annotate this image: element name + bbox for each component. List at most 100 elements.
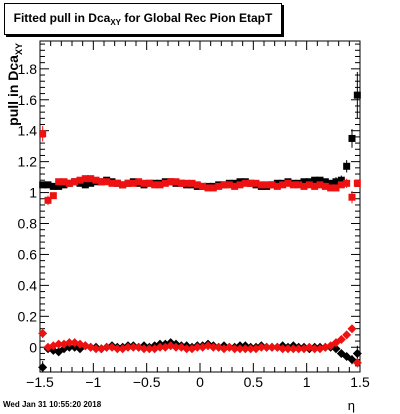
timestamp: Wed Jan 31 10:55:20 2018 (3, 400, 102, 409)
data-point-diamond (192, 342, 202, 352)
data-point-square (316, 181, 324, 189)
data-point-diamond (235, 344, 245, 354)
data-point-diamond (208, 342, 218, 352)
data-point-diamond (128, 342, 138, 352)
data-point-square (225, 181, 233, 189)
data-point-square (220, 181, 228, 189)
data-point-square (204, 184, 212, 192)
data-point-square (39, 181, 47, 189)
y-tick-label: 1.8 (18, 61, 38, 77)
data-point-diamond (123, 342, 133, 352)
data-point-square (49, 192, 57, 200)
data-point-diamond (240, 344, 250, 354)
data-point-square (140, 179, 148, 187)
data-point-square (92, 176, 100, 184)
chart-title-subscript: XY (110, 18, 121, 27)
data-point-square (145, 179, 153, 187)
data-point-square (337, 181, 345, 189)
data-point-diamond (336, 335, 346, 345)
data-point-diamond (267, 342, 277, 352)
data-point-square (257, 181, 265, 189)
data-point-square (327, 184, 335, 192)
data-point-square (273, 182, 281, 190)
data-point-square (305, 181, 313, 189)
data-point-diamond (256, 342, 266, 352)
y-axis-label: pull in DcaXY (5, 43, 24, 126)
data-point-diamond (246, 344, 256, 354)
data-point-square (348, 134, 356, 142)
data-point-square (167, 178, 175, 186)
data-point-square (300, 178, 308, 186)
y-tick-label: 1.2 (18, 154, 38, 170)
x-axis-label: η (348, 398, 355, 413)
chart-title: Fitted pull in DcaXY for Global Rec Pion… (5, 11, 281, 27)
data-point-square (279, 181, 287, 189)
data-point-square (65, 179, 73, 187)
data-point-square (241, 179, 249, 187)
data-point-diamond (91, 344, 101, 354)
data-point-square (316, 176, 324, 184)
data-point-diamond (38, 328, 48, 338)
x-tick-label: −1 (85, 374, 101, 390)
plot-frame (39, 40, 361, 373)
data-point-square (129, 179, 137, 187)
data-point-square (353, 179, 361, 187)
data-point-square (321, 178, 329, 186)
data-point-square (177, 179, 185, 187)
data-point-square (199, 182, 207, 190)
y-tick-label: 0.2 (18, 308, 38, 324)
data-point-diamond (182, 344, 192, 354)
data-point-diamond (352, 358, 362, 368)
data-point-square (44, 181, 52, 189)
data-point-square (215, 182, 223, 190)
data-point-square (76, 176, 84, 184)
y-tick-label: 0.6 (18, 246, 38, 262)
data-point-square (44, 196, 52, 204)
x-tick-label: 1 (303, 374, 311, 390)
data-point-square (188, 179, 196, 187)
data-point-diamond (139, 344, 149, 354)
data-point-square (113, 179, 121, 187)
data-point-square (348, 193, 356, 201)
data-point-square (231, 182, 239, 190)
data-point-square (263, 181, 271, 189)
data-point-square (161, 179, 169, 187)
data-point-square (321, 182, 329, 190)
data-point-diamond (294, 344, 304, 354)
y-tick-label: 0.8 (18, 216, 38, 232)
data-point-diamond (102, 342, 112, 352)
data-point-square (71, 178, 79, 186)
x-tick-label: −1.5 (26, 374, 54, 390)
data-point-square (151, 181, 159, 189)
data-point-square (49, 182, 57, 190)
data-point-square (97, 178, 105, 186)
data-point-diamond (112, 344, 122, 354)
data-point-square (39, 130, 47, 138)
data-point-square (55, 178, 63, 186)
data-point-square (81, 181, 89, 189)
y-axis-label-main: pull in Dca (5, 55, 21, 126)
data-point-square (289, 181, 297, 189)
data-point-square (327, 179, 335, 187)
data-point-square (108, 179, 116, 187)
data-point-square (332, 178, 340, 186)
data-point-square (103, 178, 111, 186)
data-point-square (284, 179, 292, 187)
chart-title-main: Fitted pull in Dca (13, 11, 111, 25)
data-point-square (268, 181, 276, 189)
data-point-square (156, 181, 164, 189)
data-point-diamond (262, 342, 272, 352)
data-point-diamond (230, 344, 240, 354)
data-point-square (124, 179, 132, 187)
data-point-square (337, 176, 345, 184)
data-point-diamond (144, 344, 154, 354)
data-point-square (353, 91, 361, 99)
data-point-square (209, 184, 217, 192)
data-point-square (252, 179, 260, 187)
data-point-diamond (278, 344, 288, 354)
data-point-diamond (171, 342, 181, 352)
data-point-diamond (64, 338, 74, 348)
data-point-square (343, 162, 351, 170)
data-point-diamond (342, 330, 352, 340)
y-axis-label-subscript: XY (14, 43, 24, 55)
